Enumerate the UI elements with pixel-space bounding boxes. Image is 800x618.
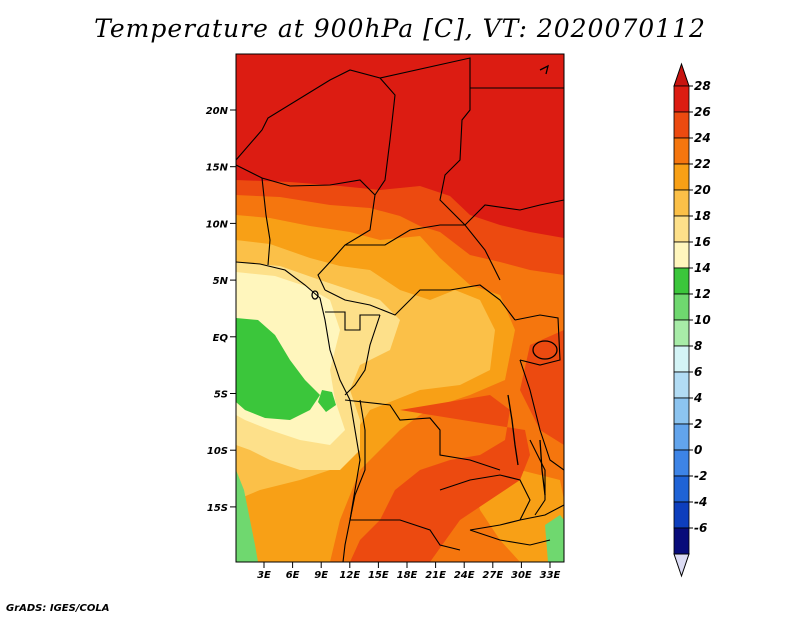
field-light-green-sw: [236, 470, 258, 562]
border-zambia: [439, 474, 531, 531]
lake-nile-feature: [539, 64, 549, 75]
colorbar-label: 18: [694, 209, 711, 223]
border-west-africa: [236, 164, 376, 196]
colorbar-label: 6: [694, 365, 702, 379]
lon-label: 33E: [540, 570, 561, 581]
colorbar-swatch: [673, 397, 690, 425]
latitude-axis: 20N 15N 10N 5N EQ 5S 10S 15S: [206, 106, 236, 514]
field-green-patch: [318, 390, 336, 412]
colorbar-swatch: [673, 241, 690, 269]
border-zimbabwe: [469, 529, 551, 546]
colorbar-swatch: [673, 371, 690, 399]
border-uganda: [514, 314, 561, 366]
colorbar-label: 10: [694, 313, 711, 327]
colorbar-swatch: [673, 423, 690, 451]
lake-tanganyika: [507, 394, 519, 466]
lake-malawi: [539, 439, 546, 496]
temperature-field: [236, 54, 564, 562]
colorbar-swatch: [673, 85, 690, 113]
border-congo: [344, 314, 381, 396]
lat-label: 5N: [213, 276, 229, 287]
colorbar-label: 12: [694, 287, 711, 301]
colorbar-label: 20: [694, 183, 711, 197]
lat-label: 10N: [206, 219, 229, 230]
colorbar-label: 28: [694, 79, 711, 93]
lat-label: 5S: [214, 390, 228, 401]
colorbar-label: 26: [694, 105, 711, 119]
colorbar-swatch: [673, 293, 690, 321]
field-green: [236, 318, 320, 420]
border-chad: [317, 194, 376, 291]
border-drc-north: [324, 284, 516, 321]
colorbar-swatch: [673, 449, 690, 477]
border-car: [345, 224, 501, 281]
border-gabon: [325, 311, 380, 331]
lake-victoria: [532, 340, 558, 360]
colorbar-label: 8: [694, 339, 702, 353]
colorbar-top-arrow: [673, 62, 690, 87]
colorbar-swatch: [673, 111, 690, 139]
colorbar-swatch: [673, 345, 690, 373]
footer-credit: GrADS: IGES/COLA: [6, 603, 110, 614]
colorbar-label: -4: [694, 495, 707, 509]
colorbar-swatch: [673, 215, 690, 243]
coastline: [236, 261, 361, 562]
colorbar-label: 14: [694, 261, 711, 275]
lon-label: 3E: [257, 570, 271, 581]
colorbar-label: 24: [694, 131, 711, 145]
lon-label: 9E: [314, 570, 328, 581]
lon-label: 21E: [425, 570, 446, 581]
lat-label: EQ: [213, 333, 229, 344]
lakes: [311, 64, 558, 496]
field-light-green-se: [545, 515, 564, 562]
border-sudan: [464, 199, 564, 226]
border-nigeria: [261, 177, 271, 266]
colorbar-swatch: [673, 501, 690, 529]
map-frame: [235, 53, 565, 563]
colorbar-label: 4: [693, 391, 702, 405]
colorbar-swatch: [673, 189, 690, 217]
colorbar-label: 22: [694, 157, 711, 171]
colorbar-swatch: [673, 319, 690, 347]
lon-label: 18E: [397, 570, 418, 581]
lon-label: 12E: [339, 570, 360, 581]
colorbar-swatch: [673, 527, 690, 555]
lon-label: 30E: [511, 570, 532, 581]
lat-label: 15N: [206, 163, 229, 174]
colorbar-label: 2: [694, 417, 702, 431]
lon-label: 24E: [454, 570, 475, 581]
border-tanzania: [519, 359, 564, 471]
lat-label: 10S: [207, 446, 228, 457]
border-north-b: [379, 57, 471, 226]
map-title: Temperature at 900hPa [C], VT: 202007011…: [94, 14, 706, 43]
border-mozambique: [519, 504, 564, 521]
colorbar-label: -6: [694, 521, 707, 535]
lon-label: 15E: [368, 570, 389, 581]
border-north-a: [236, 69, 396, 196]
colorbar-swatch: [673, 163, 690, 191]
lake-small: [311, 290, 319, 300]
colorbar-swatch: [673, 137, 690, 165]
colorbar-swatch: [673, 267, 690, 295]
lon-label: 6E: [286, 570, 300, 581]
lat-label: 20N: [206, 106, 229, 117]
border-drc-south: [344, 399, 501, 471]
lat-label: 15S: [207, 503, 228, 514]
colorbar-swatch: [673, 475, 690, 503]
longitude-axis: 3E 6E 9E 12E 15E 18E 21E 24E 27E 30E 33E: [257, 562, 561, 581]
colorbar-label: 16: [694, 235, 711, 249]
colorbar-bottom-arrow: [673, 553, 690, 578]
country-borders: [236, 57, 564, 562]
colorbar-label: 0: [694, 443, 702, 457]
lon-label: 27E: [482, 570, 503, 581]
colorbar-label: -2: [694, 469, 707, 483]
border-malawi: [529, 439, 546, 516]
